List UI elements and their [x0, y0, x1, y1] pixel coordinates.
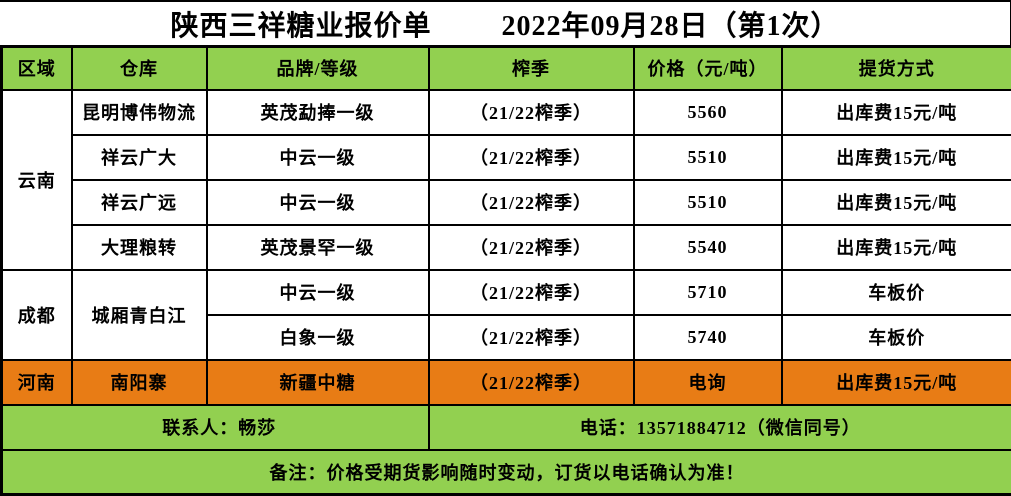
- pickup-cell: 出库费15元/吨: [782, 135, 1011, 180]
- price-cell: 5540: [634, 225, 782, 270]
- region-cell: 河南: [2, 360, 72, 405]
- brand-cell: 中云一级: [207, 270, 429, 315]
- warehouse-cell: 祥云广大: [72, 135, 207, 180]
- header-brand: 品牌/等级: [207, 47, 429, 90]
- table-row: 大理粮转 英茂景罕一级 （21/22榨季） 5540 出库费15元/吨: [2, 225, 1011, 270]
- season-cell: （21/22榨季）: [429, 360, 634, 405]
- brand-cell: 中云一级: [207, 135, 429, 180]
- pickup-cell: 车板价: [782, 315, 1011, 360]
- season-cell: （21/22榨季）: [429, 90, 634, 135]
- contact-row: 联系人：畅莎 电话：13571884712（微信同号）: [2, 405, 1011, 450]
- warehouse-cell: 昆明博伟物流: [72, 90, 207, 135]
- pickup-cell: 出库费15元/吨: [782, 225, 1011, 270]
- price-table: 区域 仓库 品牌/等级 榨季 价格（元/吨） 提货方式 云南 昆明博伟物流 英茂…: [0, 45, 1011, 496]
- table-row-highlighted: 河南 南阳寨 新疆中糖 （21/22榨季） 电询 出库费15元/吨: [2, 360, 1011, 405]
- season-cell: （21/22榨季）: [429, 225, 634, 270]
- header-warehouse: 仓库: [72, 47, 207, 90]
- table-row: 祥云广远 中云一级 （21/22榨季） 5510 出库费15元/吨: [2, 180, 1011, 225]
- header-row: 区域 仓库 品牌/等级 榨季 价格（元/吨） 提货方式: [2, 47, 1011, 90]
- brand-cell: 英茂景罕一级: [207, 225, 429, 270]
- season-cell: （21/22榨季）: [429, 315, 634, 360]
- region-cell: 云南: [2, 90, 72, 270]
- report-date: 2022年09月28日（第1次）: [502, 4, 840, 44]
- header-region: 区域: [2, 47, 72, 90]
- region-cell: 成都: [2, 270, 72, 360]
- header-price: 价格（元/吨）: [634, 47, 782, 90]
- contact-phone: 电话：13571884712（微信同号）: [429, 405, 1011, 450]
- brand-cell: 中云一级: [207, 180, 429, 225]
- pickup-cell: 出库费15元/吨: [782, 360, 1011, 405]
- contact-person: 联系人：畅莎: [2, 405, 429, 450]
- remark-note: 备注：价格受期货影响随时变动，订货以电话确认为准！: [2, 450, 1011, 495]
- header-pickup: 提货方式: [782, 47, 1011, 90]
- price-cell: 电询: [634, 360, 782, 405]
- season-cell: （21/22榨季）: [429, 135, 634, 180]
- warehouse-cell: 南阳寨: [72, 360, 207, 405]
- table-row: 云南 昆明博伟物流 英茂勐捧一级 （21/22榨季） 5560 出库费15元/吨: [2, 90, 1011, 135]
- season-cell: （21/22榨季）: [429, 270, 634, 315]
- table-row: 成都 城厢青白江 中云一级 （21/22榨季） 5710 车板价: [2, 270, 1011, 315]
- remark-row: 备注：价格受期货影响随时变动，订货以电话确认为准！: [2, 450, 1011, 495]
- price-cell: 5510: [634, 180, 782, 225]
- price-cell: 5740: [634, 315, 782, 360]
- price-cell: 5710: [634, 270, 782, 315]
- warehouse-cell: 大理粮转: [72, 225, 207, 270]
- warehouse-cell: 城厢青白江: [72, 270, 207, 360]
- pickup-cell: 出库费15元/吨: [782, 90, 1011, 135]
- price-cell: 5560: [634, 90, 782, 135]
- company-title: 陕西三祥糖业报价单: [170, 4, 431, 44]
- season-cell: （21/22榨季）: [429, 180, 634, 225]
- pickup-cell: 出库费15元/吨: [782, 180, 1011, 225]
- pickup-cell: 车板价: [782, 270, 1011, 315]
- brand-cell: 英茂勐捧一级: [207, 90, 429, 135]
- warehouse-cell: 祥云广远: [72, 180, 207, 225]
- price-cell: 5510: [634, 135, 782, 180]
- sheet-title: 陕西三祥糖业报价单 2022年09月28日（第1次）: [0, 2, 1010, 45]
- brand-cell: 新疆中糖: [207, 360, 429, 405]
- header-season: 榨季: [429, 47, 634, 90]
- table-row: 祥云广大 中云一级 （21/22榨季） 5510 出库费15元/吨: [2, 135, 1011, 180]
- brand-cell: 白象一级: [207, 315, 429, 360]
